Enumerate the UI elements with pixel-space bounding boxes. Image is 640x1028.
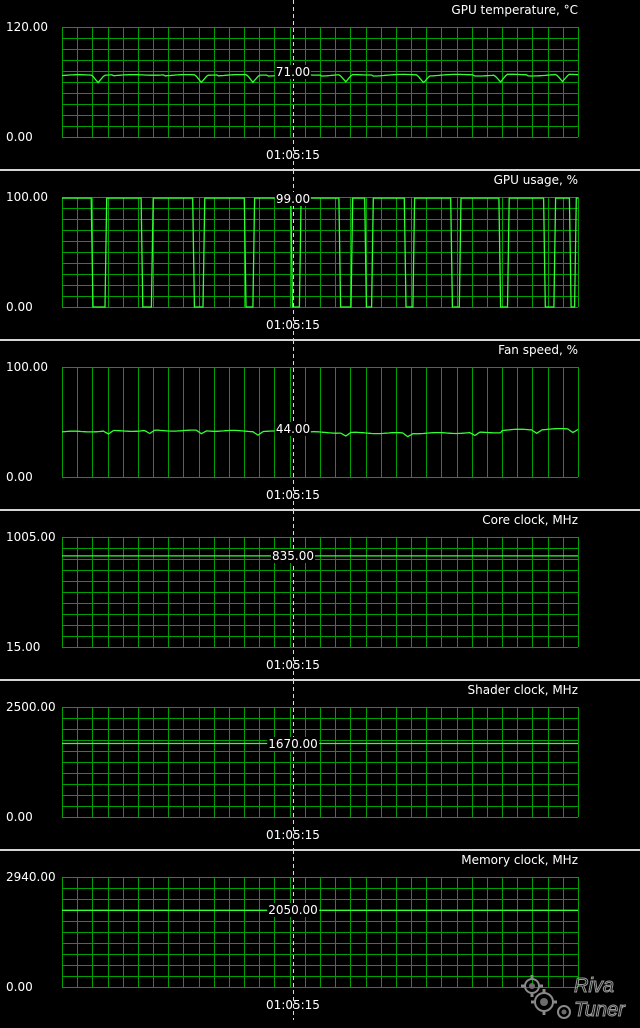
cursor-value-label: 71.00 — [274, 64, 312, 79]
graph-grid — [62, 197, 579, 308]
graph-title: Fan speed, % — [498, 343, 578, 357]
cursor-value-label: 1670.00 — [267, 736, 319, 751]
panel-divider — [0, 509, 640, 511]
cursor-value-label: 835.00 — [271, 548, 315, 563]
panel-divider — [0, 849, 640, 851]
cursor-time-label: 01:05:15 — [266, 318, 320, 332]
graph-panel[interactable]: GPU usage, % 100.00 0.00 99.00 01:05:15 — [0, 170, 640, 340]
y-axis-min-label: 0.00 — [6, 470, 33, 484]
y-axis-max-label: 120.00 — [6, 20, 48, 34]
panel-divider — [0, 339, 640, 341]
y-axis-min-label: 0.00 — [6, 810, 33, 824]
graph-grid — [62, 537, 579, 648]
cursor-value-label: 2050.00 — [267, 903, 319, 918]
y-axis-max-label: 2940.00 — [6, 870, 56, 884]
graph-panel[interactable]: Core clock, MHz 1005.00 15.00 835.00 01:05:1… — [0, 510, 640, 680]
graph-panel[interactable]: GPU temperature, °C 120.00 0.00 71.00 01:05:… — [0, 0, 640, 170]
graph-panel[interactable]: Memory clock, MHz 2940.00 0.00 2050.00 01:05… — [0, 850, 640, 1020]
panel-divider — [0, 169, 640, 171]
cursor-time-label: 01:05:15 — [266, 658, 320, 672]
cursor-time-label: 01:05:15 — [266, 488, 320, 502]
y-axis-min-label: 0.00 — [6, 130, 33, 144]
y-axis-max-label: 100.00 — [6, 190, 48, 204]
graph-trace — [62, 197, 578, 308]
y-axis-min-label: 0.00 — [6, 980, 33, 994]
graph-grid — [62, 707, 579, 818]
y-axis-min-label: 15.00 — [6, 640, 41, 654]
graph-grid — [62, 367, 579, 478]
graph-grid — [62, 877, 579, 988]
graph-title: GPU temperature, °C — [451, 3, 578, 17]
graph-title: Core clock, MHz — [482, 513, 578, 527]
graph-canvas — [62, 850, 579, 1020]
graph-panel[interactable]: Fan speed, % 100.00 0.00 44.00 01:05:15 — [0, 340, 640, 510]
graph-title: GPU usage, % — [493, 173, 578, 187]
y-axis-max-label: 1005.00 — [6, 530, 56, 544]
gear-icon: Riva Tuner — [521, 975, 627, 1022]
graph-canvas — [62, 170, 579, 340]
panel-divider — [0, 679, 640, 681]
graph-canvas — [62, 510, 579, 680]
graph-trace — [61, 73, 579, 84]
graph-canvas — [62, 680, 579, 850]
svg-text:Riva: Riva — [574, 975, 614, 997]
graph-title: Shader clock, MHz — [467, 683, 578, 697]
y-axis-min-label: 0.00 — [6, 300, 33, 314]
graph-canvas — [61, 340, 579, 510]
cursor-value-label: 99.00 — [274, 192, 312, 206]
cursor-value-label: 44.00 — [274, 421, 312, 436]
rivatuner-logo: Riva Tuner — [516, 968, 640, 1024]
graph-canvas — [61, 0, 579, 170]
y-axis-max-label: 2500.00 — [6, 700, 56, 714]
graph-grid — [62, 27, 579, 138]
y-axis-max-label: 100.00 — [6, 360, 48, 374]
graph-title: Memory clock, MHz — [461, 853, 578, 867]
cursor-time-label: 01:05:15 — [266, 998, 320, 1012]
svg-text:Tuner: Tuner — [574, 999, 626, 1021]
cursor-time-label: 01:05:15 — [266, 148, 320, 162]
cursor-time-label: 01:05:15 — [266, 828, 320, 842]
graph-trace — [61, 427, 579, 438]
graph-panel[interactable]: Shader clock, MHz 2500.00 0.00 1670.00 01:05… — [0, 680, 640, 850]
